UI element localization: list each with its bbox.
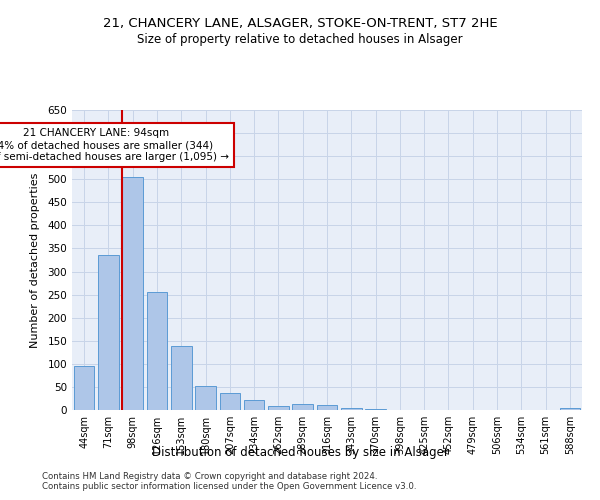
Bar	[560, 408, 580, 410]
Bar	[365, 409, 386, 410]
Bar	[220, 393, 240, 410]
Text: Distribution of detached houses by size in Alsager: Distribution of detached houses by size …	[152, 446, 448, 459]
Bar	[195, 386, 216, 410]
Text: 21 CHANCERY LANE: 94sqm
← 24% of detached houses are smaller (344)
75% of semi-d: 21 CHANCERY LANE: 94sqm ← 24% of detache…	[0, 128, 229, 162]
Text: Size of property relative to detached houses in Alsager: Size of property relative to detached ho…	[137, 32, 463, 46]
Text: 21, CHANCERY LANE, ALSAGER, STOKE-ON-TRENT, ST7 2HE: 21, CHANCERY LANE, ALSAGER, STOKE-ON-TRE…	[103, 18, 497, 30]
Text: Contains public sector information licensed under the Open Government Licence v3: Contains public sector information licen…	[42, 482, 416, 491]
Bar	[98, 256, 119, 410]
Bar	[341, 408, 362, 410]
Bar	[244, 400, 265, 410]
Bar	[171, 346, 191, 410]
Bar	[268, 406, 289, 410]
Bar	[146, 292, 167, 410]
Bar	[317, 406, 337, 410]
Y-axis label: Number of detached properties: Number of detached properties	[31, 172, 40, 348]
Bar	[74, 366, 94, 410]
Bar	[292, 404, 313, 410]
Text: Contains HM Land Registry data © Crown copyright and database right 2024.: Contains HM Land Registry data © Crown c…	[42, 472, 377, 481]
Bar	[122, 177, 143, 410]
